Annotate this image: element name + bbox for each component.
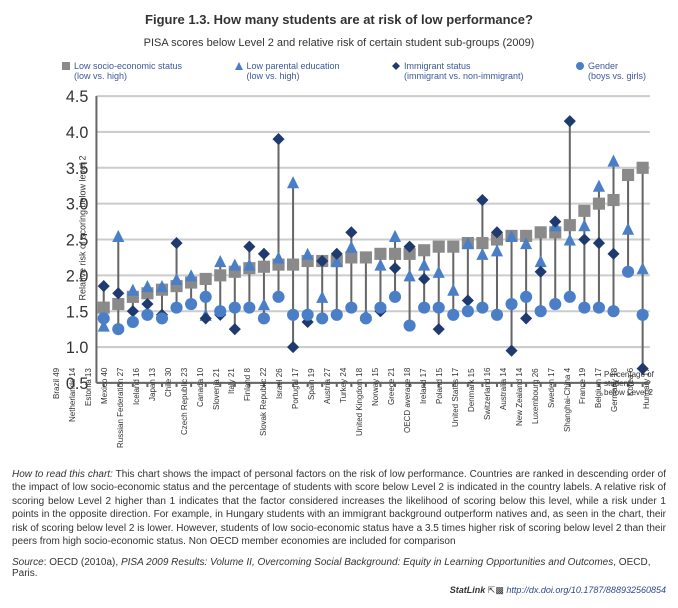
figure-title: Figure 1.3. How many students are at ris… [12, 12, 666, 27]
diamond-icon [392, 62, 400, 72]
country-label: Estonia 13 [84, 368, 100, 458]
svg-text:3.0: 3.0 [66, 195, 88, 213]
country-label: United States 17 [451, 368, 467, 458]
country-label: Australia 14 [499, 368, 515, 458]
legend-item: Immigrant status (immigrant vs. non-immi… [392, 61, 524, 82]
country-label: Slovenia 21 [212, 368, 228, 458]
country-label: Slovak Republic 22 [259, 368, 275, 458]
country-label: Norway 15 [371, 368, 387, 458]
country-label: Denmark 15 [467, 368, 483, 458]
source-label: Source [12, 557, 44, 568]
caption: How to read this chart: This chart shows… [12, 468, 666, 549]
svg-text:2.5: 2.5 [66, 231, 88, 249]
svg-text:1.5: 1.5 [66, 303, 88, 321]
svg-text:1.0: 1.0 [66, 339, 88, 357]
country-label: Italy 21 [227, 368, 243, 458]
legend-label: Low parental education (low vs. high) [247, 61, 340, 82]
figure-subtitle: PISA scores below Level 2 and relative r… [12, 37, 666, 49]
legend-label: Immigrant status (immigrant vs. non-immi… [404, 61, 524, 82]
source-title: PISA 2009 Results: Volume II, Overcoming… [121, 557, 613, 568]
country-label: Switzerland 16 [483, 368, 499, 458]
country-label: Netherlands 14 [68, 368, 84, 458]
country-label: Greece 21 [387, 368, 403, 458]
country-label: Austria 27 [323, 368, 339, 458]
legend-item: Low socio-economic status (low vs. high) [62, 61, 182, 82]
country-label: United Kingdom 18 [355, 368, 371, 458]
source-citation-a: : OECD (2010a), [44, 557, 121, 568]
legend: Low socio-economic status (low vs. high)… [12, 61, 666, 88]
country-label: France 19 [578, 368, 594, 458]
legend-label: Low socio-economic status (low vs. high) [74, 61, 182, 82]
legend-item: Low parental education (low vs. high) [235, 61, 340, 82]
country-label: Finland 8 [243, 368, 259, 458]
country-label: Canada 10 [196, 368, 212, 458]
pct-below-label: Percentage of students below Level 2 [604, 370, 664, 398]
country-label: OECD average 18 [403, 368, 419, 458]
legend-label: Gender (boys vs. girls) [588, 61, 646, 82]
country-label: Portugal 17 [291, 368, 307, 458]
country-label: Chile 30 [164, 368, 180, 458]
circle-icon [576, 62, 584, 72]
legend-item: Gender (boys vs. girls) [576, 61, 646, 82]
statlink: StatLink ⇱▩ http://dx.doi.org/10.1787/88… [12, 585, 666, 596]
country-label: Sweden 17 [547, 368, 563, 458]
country-label: Iceland 16 [132, 368, 148, 458]
country-label: Israel 26 [275, 368, 291, 458]
chart-svg: 0.51.01.52.02.53.03.54.04.5 [52, 88, 658, 391]
triangle-icon [235, 62, 243, 72]
svg-text:4.5: 4.5 [66, 88, 88, 106]
country-label: Luxembourg 26 [531, 368, 547, 458]
country-label: Ireland 17 [419, 368, 435, 458]
country-label: Shanghai-China 4 [563, 368, 579, 458]
country-label: New Zealand 14 [515, 368, 531, 458]
howto-label: How to read this chart: [12, 469, 113, 480]
svg-text:2.0: 2.0 [66, 267, 88, 285]
country-label: Turkey 24 [339, 368, 355, 458]
statlink-icon: ⇱▩ [488, 585, 504, 595]
country-label: Russian Federation 27 [116, 368, 132, 458]
chart-area: Relative risk of scoring below level 2 0… [12, 88, 666, 368]
country-label: Brazil 49 [52, 368, 68, 458]
country-label: Czech Republic 23 [180, 368, 196, 458]
source: Source: OECD (2010a), PISA 2009 Results:… [12, 557, 666, 579]
svg-text:3.5: 3.5 [66, 160, 88, 178]
country-label: Poland 15 [435, 368, 451, 458]
statlink-url[interactable]: http://dx.doi.org/10.1787/888932560854 [506, 585, 666, 595]
statlink-brand: StatLink [450, 585, 486, 595]
howto-text: This chart shows the impact of personal … [12, 469, 666, 548]
country-label: Mexico 40 [100, 368, 116, 458]
square-icon [62, 62, 70, 72]
x-axis-labels: Brazil 49Netherlands 14Estonia 13Mexico … [52, 368, 658, 458]
svg-text:4.0: 4.0 [66, 124, 88, 142]
country-label: Japan 13 [148, 368, 164, 458]
country-label: Spain 19 [307, 368, 323, 458]
